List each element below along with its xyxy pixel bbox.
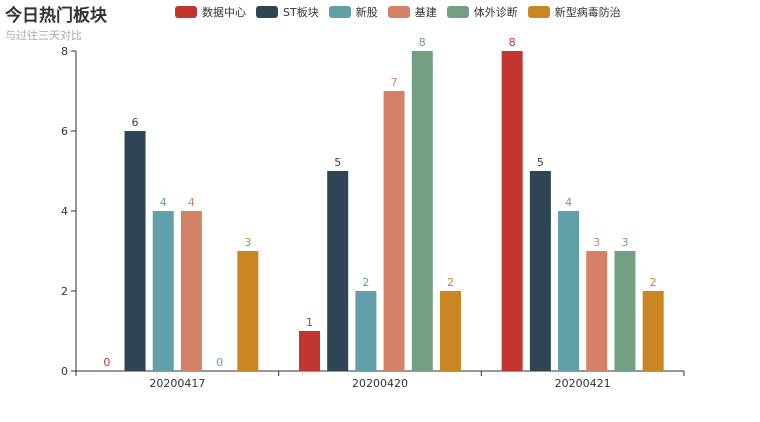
bar-data-label: 7 [391,76,398,89]
y-tick-label: 0 [61,365,68,378]
legend-swatch [446,6,469,18]
bar-data-label: 4 [565,196,572,209]
bar [237,251,259,371]
bar-data-label: 2 [362,276,369,289]
bar [152,211,174,371]
legend-swatch [256,6,278,18]
legend-swatch [328,6,351,18]
legend-swatch [387,6,410,18]
x-tick-label: 20200417 [149,377,205,390]
bar-data-label: 4 [160,196,167,209]
legend-label: 数据中心 [202,6,246,19]
bar-data-label: 5 [334,156,341,169]
bar [558,211,580,371]
bar-data-label: 0 [216,356,223,369]
legend-swatch [527,6,550,18]
x-tick-label: 20200420 [352,377,408,390]
legend-item[interactable]: 数据中心 [175,4,246,20]
bar [586,251,608,371]
y-tick-label: 4 [61,205,68,218]
bar [614,251,636,371]
bar-data-label: 2 [447,276,454,289]
bar [642,291,664,371]
bar [383,91,405,371]
legend-item[interactable]: 新型病毒防治 [527,4,621,20]
bar-data-label: 8 [419,36,426,49]
bar [529,171,551,371]
bar-data-label: 8 [509,36,516,49]
y-tick-label: 8 [61,45,68,58]
bar [355,291,377,371]
bar [327,171,349,371]
chart-title: 今日热门板块 [5,6,107,26]
bar [411,51,433,371]
bar-data-label: 3 [244,236,251,249]
bar [299,331,320,371]
bar-data-label: 5 [537,156,544,169]
bar-data-label: 6 [132,116,139,129]
legend-swatch [175,6,197,18]
legend-label: ST板块 [283,6,319,19]
legend-item[interactable]: ST板块 [256,4,319,20]
legend-label: 新型病毒防治 [554,6,621,19]
x-tick-label: 20200421 [555,377,611,390]
legend-label: 基建 [414,6,437,19]
legend-label: 新股 [355,6,378,19]
bar-data-label: 1 [306,316,313,329]
legend-item[interactable]: 基建 [387,4,437,20]
chart-subtitle: 与过往三天对比 [5,29,82,42]
legend-item[interactable]: 体外诊断 [446,4,518,20]
bar [501,51,523,371]
bar [180,211,202,371]
legend-item[interactable]: 新股 [328,4,378,20]
legend: 数据中心 ST板块 新股 基建 体外诊断 新型病毒防治 [175,4,621,20]
y-tick-label: 6 [61,125,68,138]
bar-data-label: 3 [593,236,600,249]
bar-data-label: 4 [188,196,195,209]
bar [440,291,461,371]
bar-data-label: 3 [621,236,628,249]
bar [124,131,146,371]
bar-data-label: 2 [650,276,657,289]
legend-label: 体外诊断 [473,6,518,19]
bar-data-label: 0 [103,356,110,369]
y-tick-label: 2 [61,285,68,298]
